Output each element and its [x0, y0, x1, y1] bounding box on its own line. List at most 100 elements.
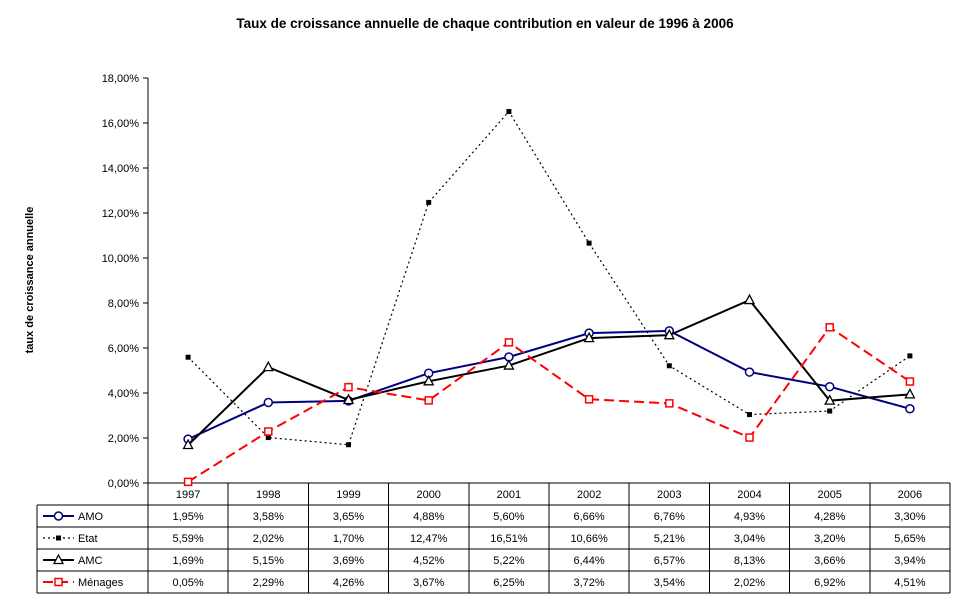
table-cell-menages-2001: 6,25%: [493, 577, 524, 589]
table-cell-etat-2003: 5,21%: [654, 533, 685, 545]
x-category-label: 2001: [497, 489, 521, 501]
marker-open-square-icon: [825, 323, 834, 332]
marker-triangle-icon: [503, 359, 515, 370]
x-category-label: 2006: [898, 489, 922, 501]
marker-open-square-icon: [264, 427, 273, 436]
y-tick-label: 8,00%: [108, 298, 139, 310]
marker-circle-icon: [744, 367, 755, 377]
marker-triangle-icon: [743, 293, 756, 305]
table-cell-etat-1999: 1,70%: [333, 533, 364, 545]
marker-square-icon: [506, 109, 512, 115]
marker-open-square-icon: [504, 338, 514, 347]
x-category-label: 2000: [416, 489, 440, 501]
y-tick-label: 4,00%: [108, 388, 139, 400]
table-cell-menages-2006: 4,51%: [894, 577, 925, 589]
table-cell-amo-2001: 5,60%: [493, 511, 524, 523]
legend-label-amo: AMO: [78, 511, 104, 523]
marker-square-icon: [827, 408, 833, 414]
marker-square-icon: [907, 353, 913, 359]
table-cell-menages-2003: 3,54%: [654, 577, 685, 589]
series-line-amc: [187, 298, 910, 446]
marker-square-icon: [747, 412, 752, 418]
marker-open-square-icon: [665, 399, 674, 408]
table-cell-etat-2005: 3,20%: [814, 533, 845, 545]
table-cell-amo-2005: 4,28%: [814, 511, 845, 523]
table-cell-amc-1997: 1,69%: [172, 555, 203, 567]
marker-square-icon: [185, 354, 191, 360]
table-cell-etat-2001: 16,51%: [490, 533, 528, 545]
marker-triangle-icon: [342, 393, 355, 405]
y-tick-label: 2,00%: [108, 433, 139, 445]
marker-square-icon: [265, 435, 271, 441]
legend-label-amc: AMC: [78, 555, 103, 567]
y-tick-label: 16,00%: [102, 118, 140, 130]
x-category-label: 2003: [657, 489, 681, 501]
series-line-amo: [187, 329, 911, 441]
marker-triangle-icon: [663, 328, 675, 340]
marker-square-icon: [586, 240, 592, 246]
marker-triangle-icon: [52, 553, 65, 565]
table-cell-menages-2000: 3,67%: [413, 577, 444, 589]
table-cell-amo-1998: 3,58%: [253, 511, 284, 523]
marker-square-icon: [426, 199, 432, 205]
marker-square-icon: [666, 363, 672, 369]
x-category-label: 1998: [256, 489, 280, 501]
table-cell-amc-1998: 5,15%: [253, 555, 284, 567]
x-category-label: 1999: [336, 489, 360, 501]
table-cell-amo-1999: 3,65%: [333, 511, 364, 523]
marker-open-square-icon: [905, 377, 915, 386]
table-cell-amo-1997: 1,95%: [172, 511, 203, 523]
marker-open-square-icon: [584, 395, 594, 404]
marker-open-square-icon: [424, 396, 433, 405]
table-cell-amc-2001: 5,22%: [493, 555, 524, 567]
marker-triangle-icon: [583, 331, 595, 343]
table-cell-etat-1998: 2,02%: [253, 533, 284, 545]
marker-open-square-icon: [183, 477, 193, 487]
y-tick-label: 0,00%: [108, 478, 139, 490]
marker-open-square-icon: [54, 577, 63, 587]
chart-title: Taux de croissance annuelle de chaque co…: [236, 16, 734, 31]
table-cell-amo-2002: 6,66%: [573, 511, 604, 523]
x-category-label: 2005: [817, 489, 841, 501]
table-cell-amc-1999: 3,69%: [333, 555, 364, 567]
table-cell-amc-2006: 3,94%: [894, 555, 925, 567]
table-cell-amc-2005: 3,66%: [814, 555, 845, 567]
y-tick-label: 18,00%: [102, 73, 140, 85]
table-cell-amc-2000: 4,52%: [413, 555, 444, 567]
y-tick-label: 6,00%: [108, 343, 139, 355]
table-cell-amo-2003: 6,76%: [654, 511, 685, 523]
x-category-label: 1997: [176, 489, 200, 501]
marker-triangle-icon: [824, 394, 836, 405]
marker-triangle-icon: [182, 438, 194, 450]
marker-triangle-icon: [262, 360, 274, 372]
y-tick-label: 12,00%: [102, 208, 140, 220]
legend-label-menages: Ménages: [78, 577, 124, 589]
table-cell-etat-2000: 12,47%: [410, 533, 448, 545]
marker-circle-icon: [905, 404, 915, 414]
legend-label-etat: Etat: [78, 533, 98, 545]
table-cell-etat-2006: 5,65%: [894, 533, 925, 545]
table-cell-etat-1997: 5,59%: [172, 533, 203, 545]
marker-square-icon: [346, 442, 351, 448]
table-cell-amo-2004: 4,93%: [734, 511, 765, 523]
series-line-etat: [187, 110, 911, 446]
table-cell-amc-2002: 6,44%: [573, 555, 604, 567]
y-tick-label: 10,00%: [102, 253, 140, 265]
table-cell-menages-2005: 6,92%: [814, 577, 845, 589]
table-cell-menages-1998: 2,29%: [253, 577, 284, 589]
y-tick-label: 14,00%: [102, 163, 140, 175]
marker-circle-icon: [824, 381, 835, 392]
table-cell-menages-1999: 4,26%: [333, 577, 364, 589]
marker-open-square-icon: [745, 433, 754, 442]
x-category-label: 2002: [577, 489, 601, 501]
table-cell-menages-2004: 2,02%: [734, 577, 765, 589]
marker-circle-icon: [53, 511, 64, 521]
marker-open-square-icon: [344, 382, 353, 392]
table-cell-amo-2000: 4,88%: [413, 511, 444, 523]
marker-circle-icon: [263, 397, 274, 408]
table-cell-amc-2004: 8,13%: [734, 555, 765, 567]
table-cell-etat-2004: 3,04%: [734, 533, 765, 545]
table-cell-menages-2002: 3,72%: [573, 577, 604, 589]
marker-triangle-icon: [423, 374, 435, 386]
